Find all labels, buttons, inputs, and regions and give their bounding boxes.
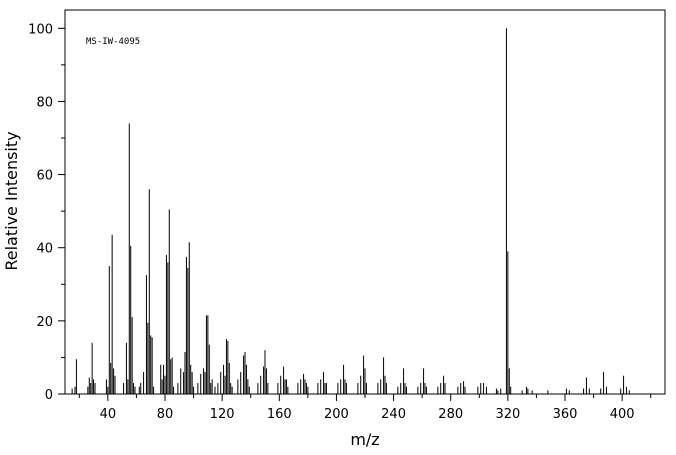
y-tick-label: 40 (36, 242, 53, 257)
y-tick-label: 100 (28, 22, 53, 37)
x-tick-label: 40 (100, 407, 117, 422)
y-tick-label: 0 (45, 388, 53, 403)
y-axis-title: Relative Intensity (2, 131, 21, 270)
x-tick-label: 360 (553, 407, 578, 422)
y-axis: 0 20 40 60 80 100 (28, 22, 65, 403)
spectrum-peaks (71, 28, 630, 394)
x-tick-label: 200 (324, 407, 349, 422)
x-tick-label: 400 (610, 407, 635, 422)
plot-frame (64, 9, 666, 395)
x-axis-title: m/z (350, 430, 379, 449)
y-tick-label: 80 (36, 95, 53, 110)
x-tick-label: 80 (157, 407, 174, 422)
y-tick-label: 20 (36, 315, 53, 330)
x-tick-label: 320 (495, 407, 520, 422)
y-tick-label: 60 (36, 169, 53, 184)
spectrum-id-annotation: MS-IW-4095 (86, 37, 140, 47)
x-tick-label: 240 (381, 407, 406, 422)
x-tick-label: 120 (210, 407, 235, 422)
x-tick-label: 160 (267, 407, 292, 422)
x-tick-label: 280 (438, 407, 463, 422)
x-axis: 40 80 120 160 200 240 280 320 360 400 (78, 394, 652, 422)
